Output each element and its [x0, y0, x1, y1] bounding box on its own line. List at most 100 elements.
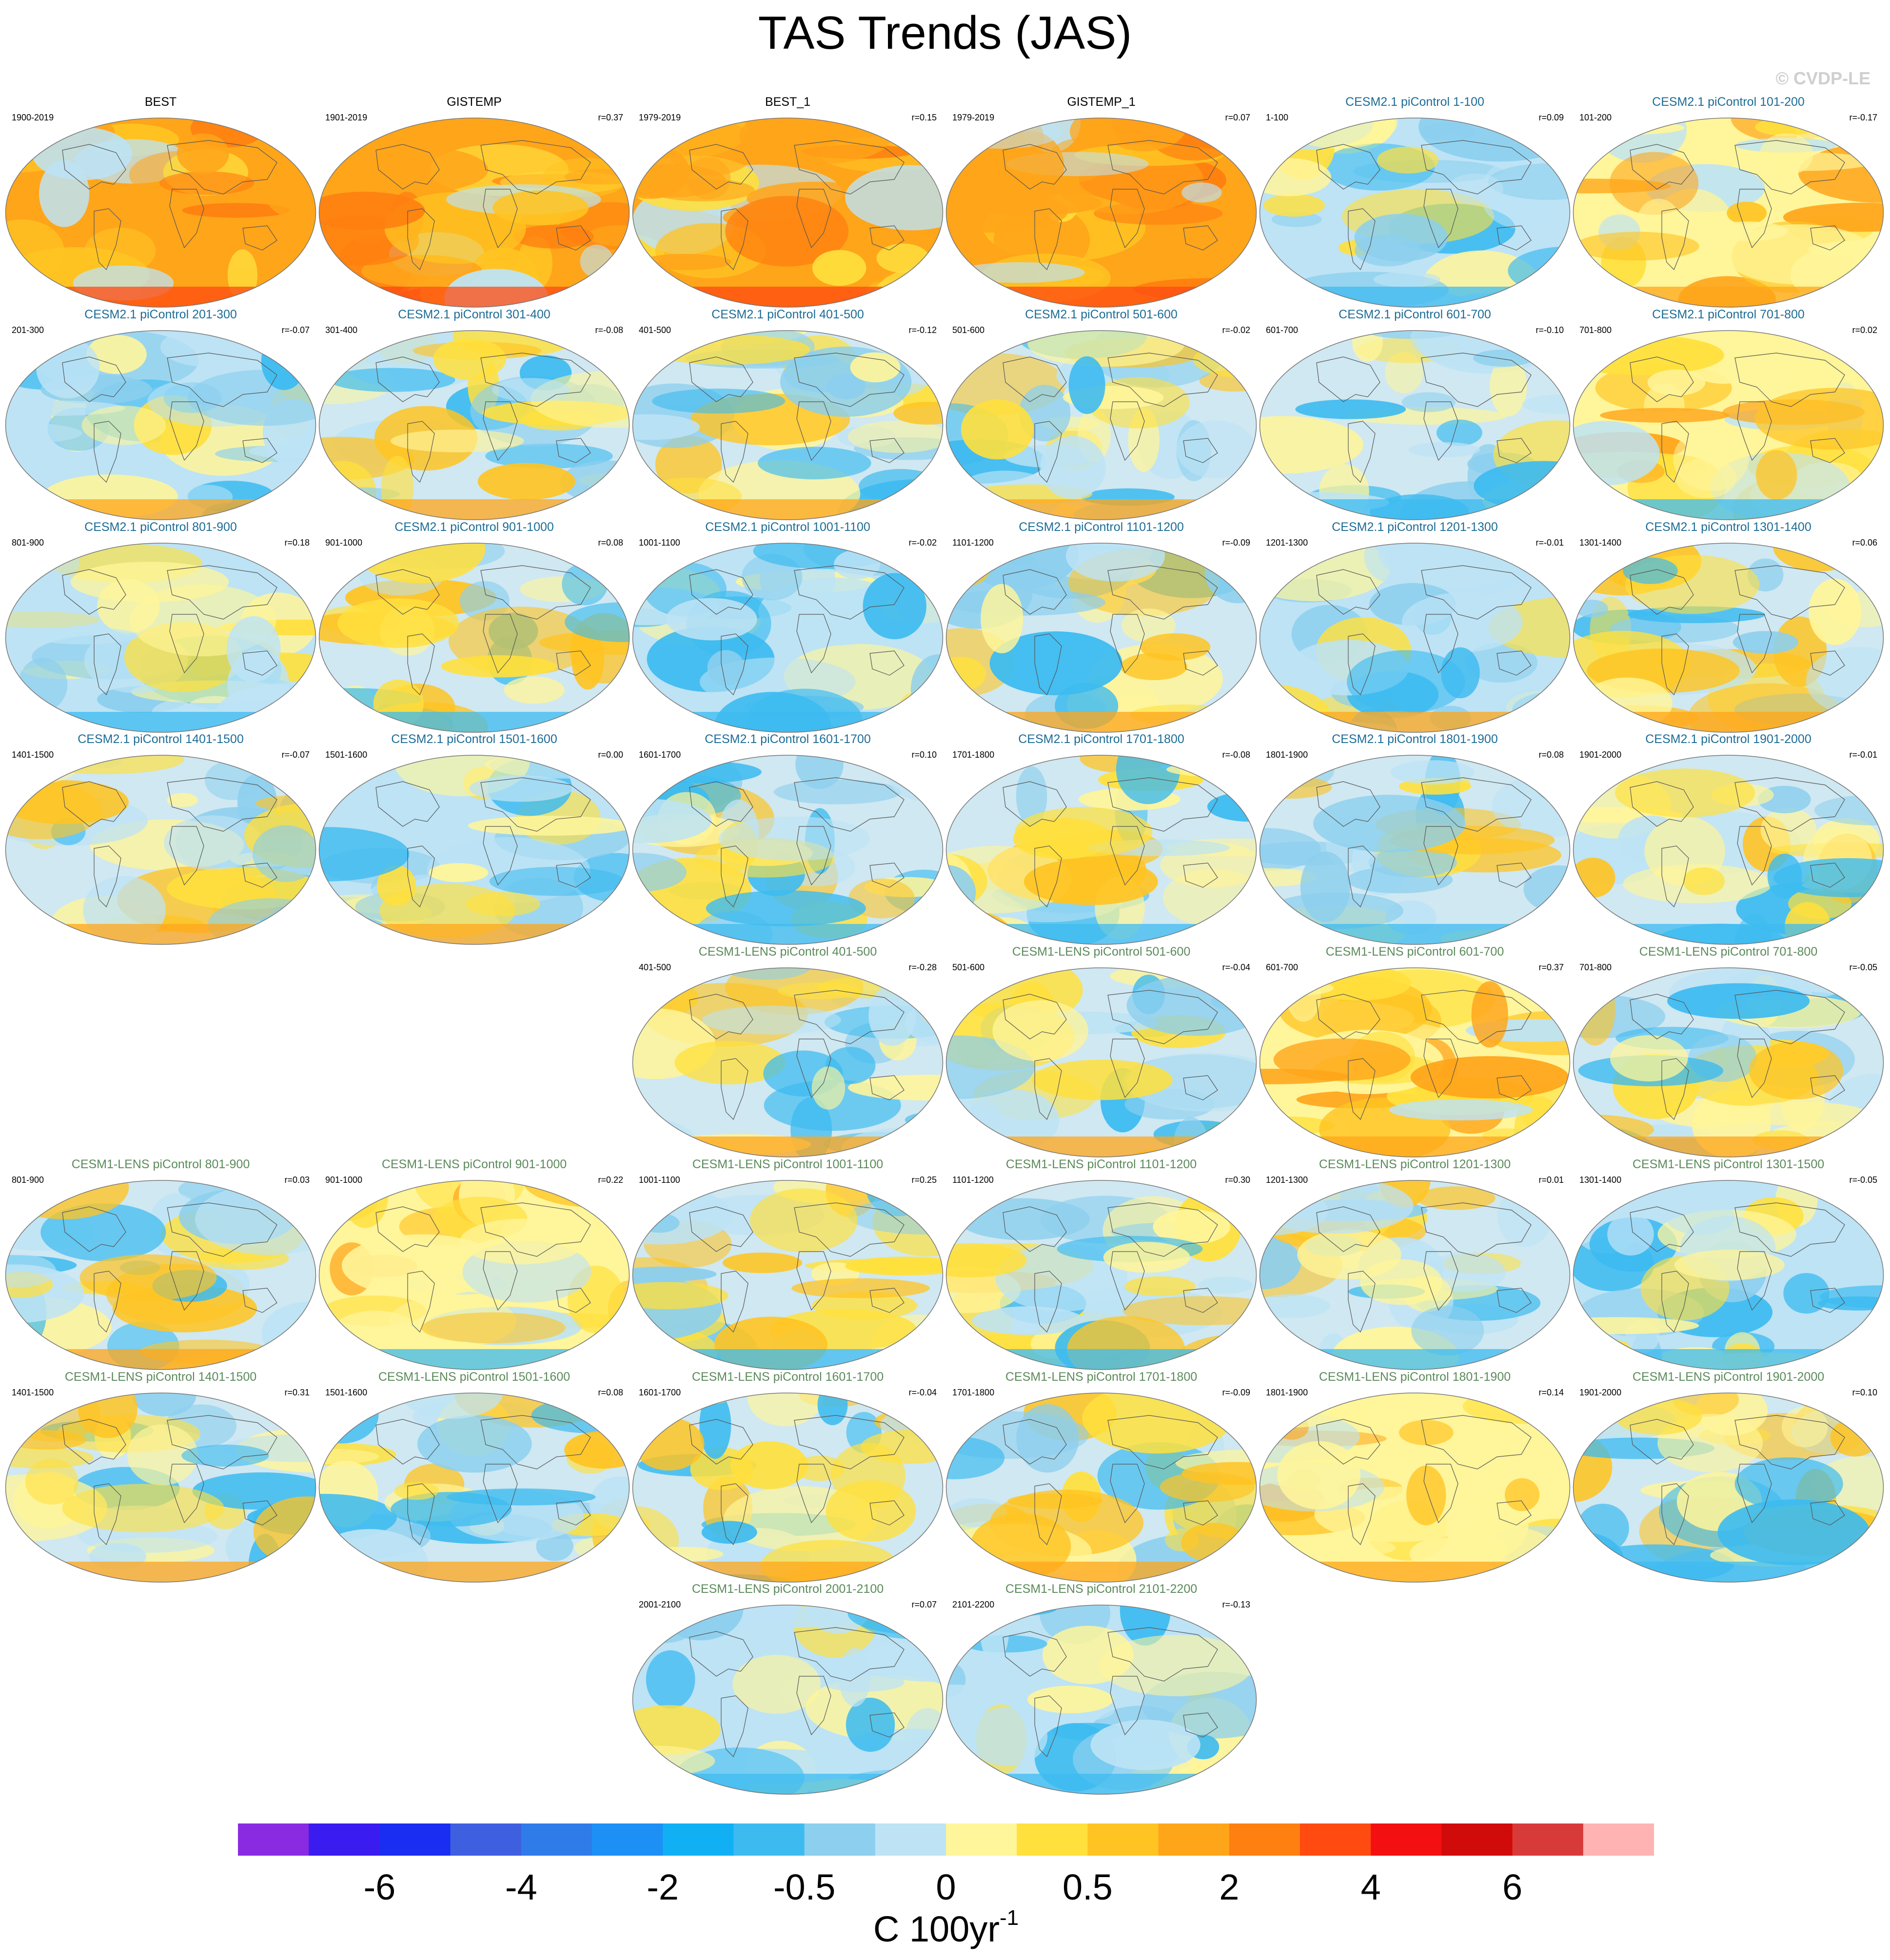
trend-field: [632, 1393, 943, 1582]
map-panel: CESM1-LENS piControl 2001-2100 2001-2100 r…: [631, 1582, 945, 1795]
panel-correlation: r=0.07: [1225, 113, 1250, 122]
robinson-map: [1573, 1392, 1884, 1583]
colorbar-swatch: [1441, 1823, 1513, 1856]
map-panel: CESM2.1 piControl 1601-1700 1601-1700 r=0.…: [631, 732, 945, 945]
map-panel: BEST 1900-2019: [4, 95, 317, 308]
trend-field: [632, 118, 943, 307]
panel-period: 1401-1500: [12, 1388, 54, 1397]
colorbar-tick-label: 6: [1502, 1867, 1523, 1907]
panel-period: 1001-1100: [639, 538, 680, 548]
map-border: [318, 330, 630, 520]
panel-correlation: r=0.10: [1852, 1388, 1877, 1397]
panel-period: 1001-1100: [639, 1175, 680, 1185]
panel-title: CESM2.1 piControl 1501-1600: [391, 732, 557, 746]
panel-title: CESM1-LENS piControl 501-600: [1012, 945, 1191, 959]
colorbar-tick-label: 4: [1360, 1867, 1381, 1907]
panel-period: 1979-2019: [952, 113, 995, 122]
panel-period: 1701-1800: [952, 1388, 995, 1397]
colorbar: [238, 1823, 1654, 1856]
panel-period: 1801-1900: [1266, 1388, 1308, 1397]
map-border: [945, 967, 1257, 1157]
map-border: [1259, 543, 1571, 733]
robinson-map: [5, 755, 316, 945]
robinson-map: [632, 1392, 944, 1583]
map-panel: CESM2.1 piControl 1901-2000 1901-2000 r=-0…: [1572, 732, 1885, 945]
coastlines: [689, 353, 905, 483]
map-border: [1573, 1180, 1884, 1370]
map-border: [1573, 1392, 1884, 1583]
panel-correlation: r=-0.09: [1222, 1388, 1250, 1397]
panel-title: CESM1-LENS piControl 1901-2000: [1632, 1370, 1825, 1384]
panel-title: CESM2.1 piControl 501-600: [1025, 308, 1178, 321]
panel-correlation: r=-0.07: [281, 325, 310, 335]
panel-title: GISTEMP_1: [1067, 95, 1136, 109]
panel-title: CESM1-LENS piControl 1501-1600: [378, 1370, 571, 1384]
colorbar-swatch: [663, 1823, 734, 1856]
coastlines: [1003, 353, 1218, 483]
colorbar-swatch: [379, 1823, 451, 1856]
map-panel: CESM2.1 piControl 501-600 501-600 r=-0.02: [945, 307, 1258, 520]
robinson-map: [945, 1180, 1257, 1370]
panel-correlation: r=-0.08: [1222, 750, 1250, 760]
trend-field: [1573, 543, 1884, 732]
panel-period: 1301-1400: [1579, 1175, 1622, 1185]
map-panel: CESM1-LENS piControl 601-700 601-700 r=0.3…: [1258, 944, 1572, 1157]
panel-period: 1801-1900: [1266, 750, 1308, 760]
panel-period: 901-1000: [325, 1175, 363, 1185]
panel-period: 1101-1200: [952, 1175, 994, 1185]
panel-period: 1701-1800: [952, 750, 995, 760]
panel-title: CESM1-LENS piControl 701-800: [1639, 945, 1818, 959]
panel-period: 1201-1300: [1266, 538, 1308, 548]
robinson-map: [1259, 118, 1571, 308]
panel-correlation: r=-0.02: [1222, 325, 1250, 335]
panel-correlation: r=0.08: [598, 1388, 623, 1397]
panel-title: CESM2.1 piControl 101-200: [1652, 95, 1805, 109]
map-panel: CESM2.1 piControl 801-900 801-900 r=0.18: [4, 520, 317, 733]
coastlines: [62, 140, 277, 271]
panel-period: 901-1000: [325, 538, 363, 548]
coastlines: [62, 353, 277, 483]
panel-title: CESM2.1 piControl 1401-1500: [78, 732, 244, 746]
panel-correlation: r=-0.01: [1849, 750, 1877, 760]
map-panel-grid: BEST 1900-2019 GISTEMP 1901-2019 r=0.37 BEST_…: [4, 95, 1885, 1795]
panel-title: CESM1-LENS piControl 601-700: [1325, 945, 1504, 959]
panel-title: CESM1-LENS piControl 1001-1100: [692, 1157, 884, 1171]
coastlines: [1316, 777, 1532, 908]
colorbar-swatch: [1229, 1823, 1300, 1856]
robinson-map: [632, 1605, 944, 1795]
robinson-map: [318, 1180, 630, 1370]
trend-field: [5, 1180, 316, 1370]
panel-correlation: r=0.08: [598, 538, 623, 548]
colorbar-swatch: [1300, 1823, 1371, 1856]
units-label: C 100yr: [873, 1909, 1000, 1949]
panel-title: CESM2.1 piControl 601-700: [1339, 308, 1491, 321]
panel-period: 701-800: [1579, 962, 1612, 972]
trend-field: [632, 755, 943, 944]
trend-field: [1573, 755, 1884, 944]
coastlines: [375, 1415, 591, 1546]
coastlines: [375, 565, 591, 696]
panel-correlation: r=0.18: [284, 538, 310, 548]
coastlines: [1316, 1415, 1532, 1546]
map-panel: CESM2.1 piControl 401-500 401-500 r=-0.12: [631, 307, 945, 520]
map-panel: CESM1-LENS piControl 1801-1900 1801-1900 r…: [1258, 1370, 1572, 1583]
panel-correlation: r=0.10: [911, 750, 937, 760]
trend-field: [5, 543, 316, 732]
panel-period: 801-900: [12, 1175, 44, 1185]
colorbar-tick-label: -0.5: [773, 1867, 836, 1907]
map-panel: CESM1-LENS piControl 1601-1700 1601-1700 r…: [631, 1370, 945, 1583]
panel-title: CESM1-LENS piControl 1601-1700: [691, 1370, 884, 1384]
map-panel: BEST_1 1979-2019 r=0.15: [631, 95, 945, 308]
map-border: [1259, 118, 1571, 308]
panel-title: CESM2.1 piControl 1701-1800: [1018, 732, 1184, 746]
coastlines: [1630, 1415, 1845, 1546]
coastlines: [375, 777, 591, 908]
robinson-map: [632, 967, 944, 1157]
robinson-map: [632, 330, 944, 520]
coastlines: [1003, 1627, 1218, 1758]
robinson-map: [945, 967, 1257, 1157]
panel-period: 1979-2019: [639, 113, 681, 122]
trend-field: [5, 1393, 316, 1582]
map-border: [1259, 1392, 1571, 1583]
robinson-map: [5, 1180, 316, 1370]
